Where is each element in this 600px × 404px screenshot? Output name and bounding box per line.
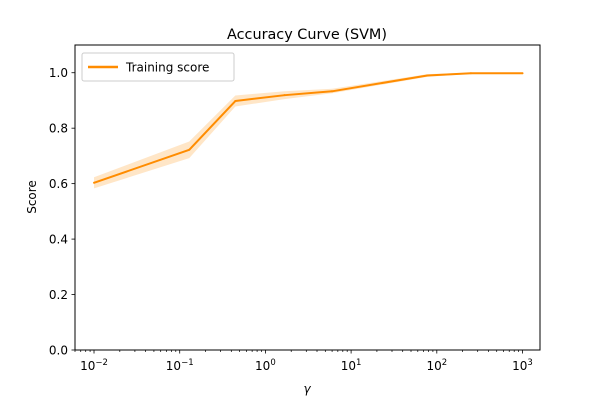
x-axis-label: γ (303, 382, 311, 396)
x-tick-label: 10−1 (166, 358, 194, 373)
y-tick-label: 0.8 (49, 121, 68, 135)
plot-frame (74, 44, 541, 351)
legend: Training score (81, 52, 235, 82)
data-point (469, 72, 472, 75)
data-point (234, 100, 237, 103)
chart-title: Accuracy Curve (SVM) (227, 27, 387, 43)
y-axis-ticks: 0.0 0.2 0.4 0.6 0.8 1.0 (49, 66, 75, 357)
confidence-bands (94, 72, 523, 189)
legend-label-training-score: Training score (125, 61, 209, 75)
y-tick-label: 0.0 (49, 343, 68, 357)
legend-box (81, 52, 235, 82)
y-tick-label: 0.6 (49, 177, 68, 191)
x-tick-label: 101 (341, 358, 362, 373)
data-point (426, 74, 429, 77)
data-point (283, 94, 286, 97)
y-tick-label: 1.0 (49, 66, 68, 80)
series-line-0 (93, 72, 523, 184)
y-axis-label: Score (25, 180, 39, 214)
data-point (331, 90, 334, 93)
y-tick-label: 0.2 (49, 288, 68, 302)
data-point (521, 72, 524, 75)
confidence-band-0 (94, 72, 523, 189)
x-tick-label: 10−2 (80, 358, 108, 373)
x-axis-ticks: 10−2 10−1 100 101 102 103 (74, 350, 533, 373)
y-tick-label: 0.4 (49, 232, 68, 246)
data-point (188, 148, 191, 151)
x-tick-label: 103 (512, 358, 533, 373)
x-tick-label: 100 (255, 358, 276, 373)
series-lines (93, 72, 524, 184)
data-point (93, 181, 96, 184)
x-tick-label: 102 (426, 358, 447, 373)
